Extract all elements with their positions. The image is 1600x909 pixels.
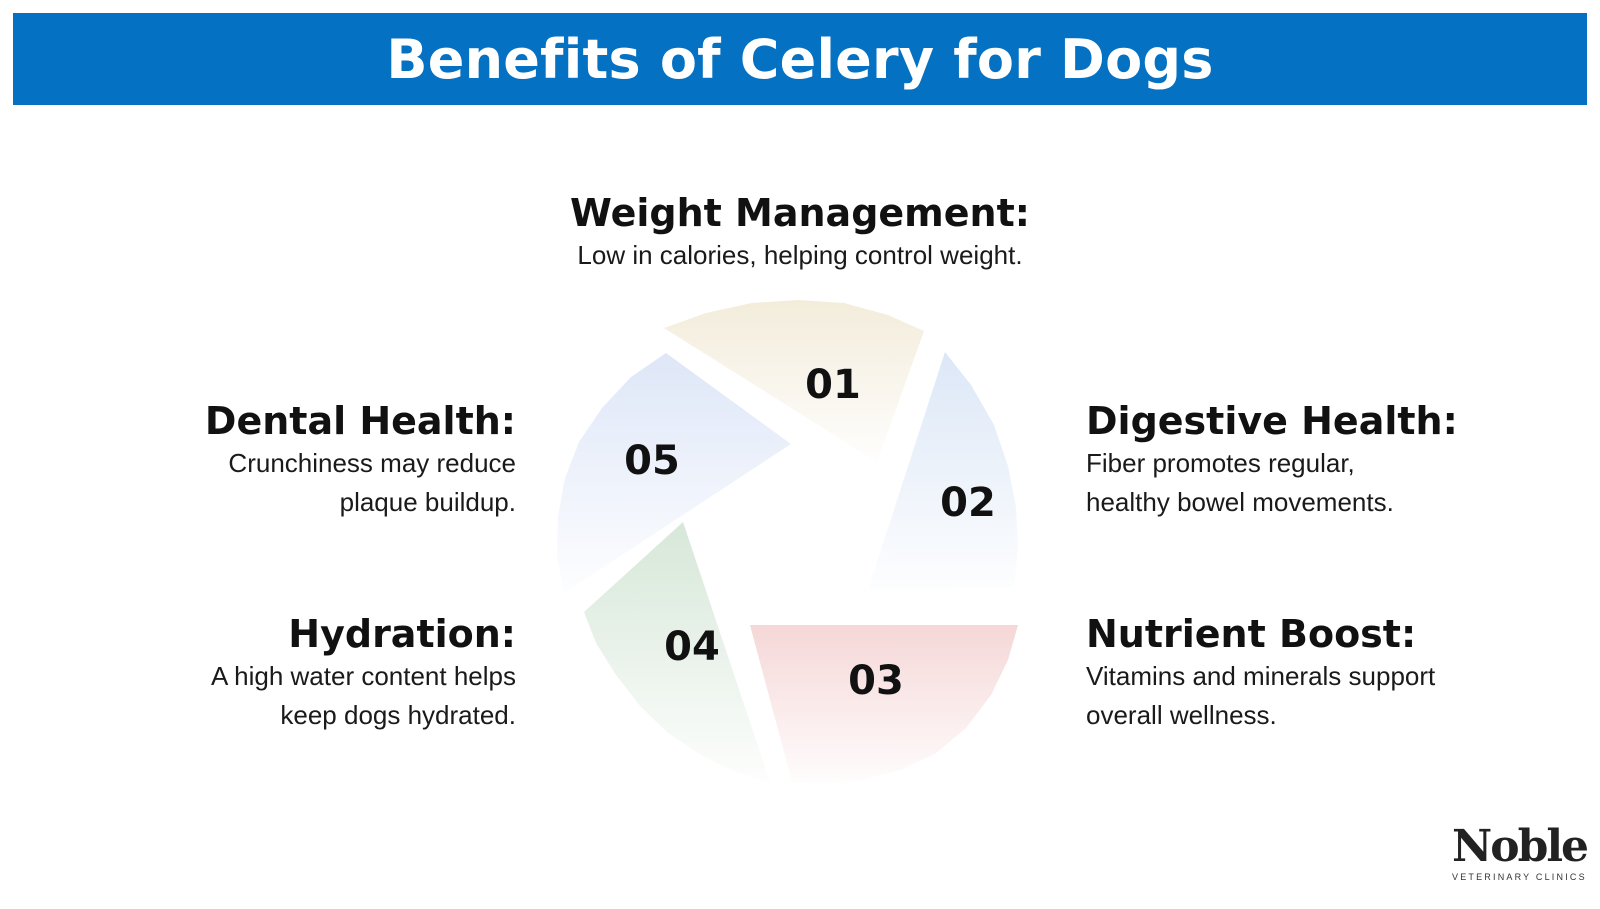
benefit-description-line: plaque buildup. (339, 487, 516, 517)
benefit-heading: Nutrient Boost: (1086, 612, 1417, 656)
benefit-description-line: keep dogs hydrated. (280, 700, 516, 730)
benefit-weight-management: Weight Management: Low in calories, help… (450, 190, 1150, 275)
logo-brand: Noble (1452, 821, 1589, 872)
benefit-description-line: overall wellness. (1086, 700, 1277, 730)
benefit-description: Low in calories, helping control weight. (577, 240, 1023, 270)
benefit-nutrient-boost: Nutrient Boost: Vitamins and minerals su… (1086, 611, 1506, 735)
benefit-description-line: Vitamins and minerals support (1086, 661, 1436, 691)
benefit-description-line: healthy bowel movements. (1086, 487, 1394, 517)
benefit-dental-health: Dental Health: Crunchiness may reduce pl… (130, 398, 516, 522)
title-banner: Benefits of Celery for Dogs (13, 13, 1587, 105)
benefit-description-line: A high water content helps (211, 661, 516, 691)
segment-04 (584, 522, 770, 782)
segment-02 (868, 352, 1018, 590)
segment-03 (750, 625, 1018, 784)
segment-number-3: 03 (848, 658, 904, 704)
benefit-description-line: Fiber promotes regular, (1086, 448, 1355, 478)
benefit-digestive-health: Digestive Health: Fiber promotes regular… (1086, 398, 1506, 522)
benefit-heading: Hydration: (288, 612, 516, 656)
segment-number-2: 02 (940, 480, 996, 526)
segment-number-1: 01 (805, 362, 861, 408)
segment-01 (664, 300, 924, 462)
benefit-hydration: Hydration: A high water content helps ke… (130, 611, 516, 735)
segment-number-4: 04 (664, 624, 720, 670)
benefit-heading: Weight Management: (570, 191, 1030, 235)
page-title: Benefits of Celery for Dogs (386, 27, 1214, 91)
noble-logo: Noble VETERINARY CLINICS (1452, 821, 1589, 883)
benefit-description-line: Crunchiness may reduce (228, 448, 516, 478)
segment-05 (557, 353, 791, 593)
segment-number-5: 05 (624, 438, 680, 484)
benefit-heading: Dental Health: (204, 399, 516, 443)
logo-tagline: VETERINARY CLINICS (1452, 872, 1587, 882)
benefit-heading: Digestive Health: (1086, 399, 1458, 443)
